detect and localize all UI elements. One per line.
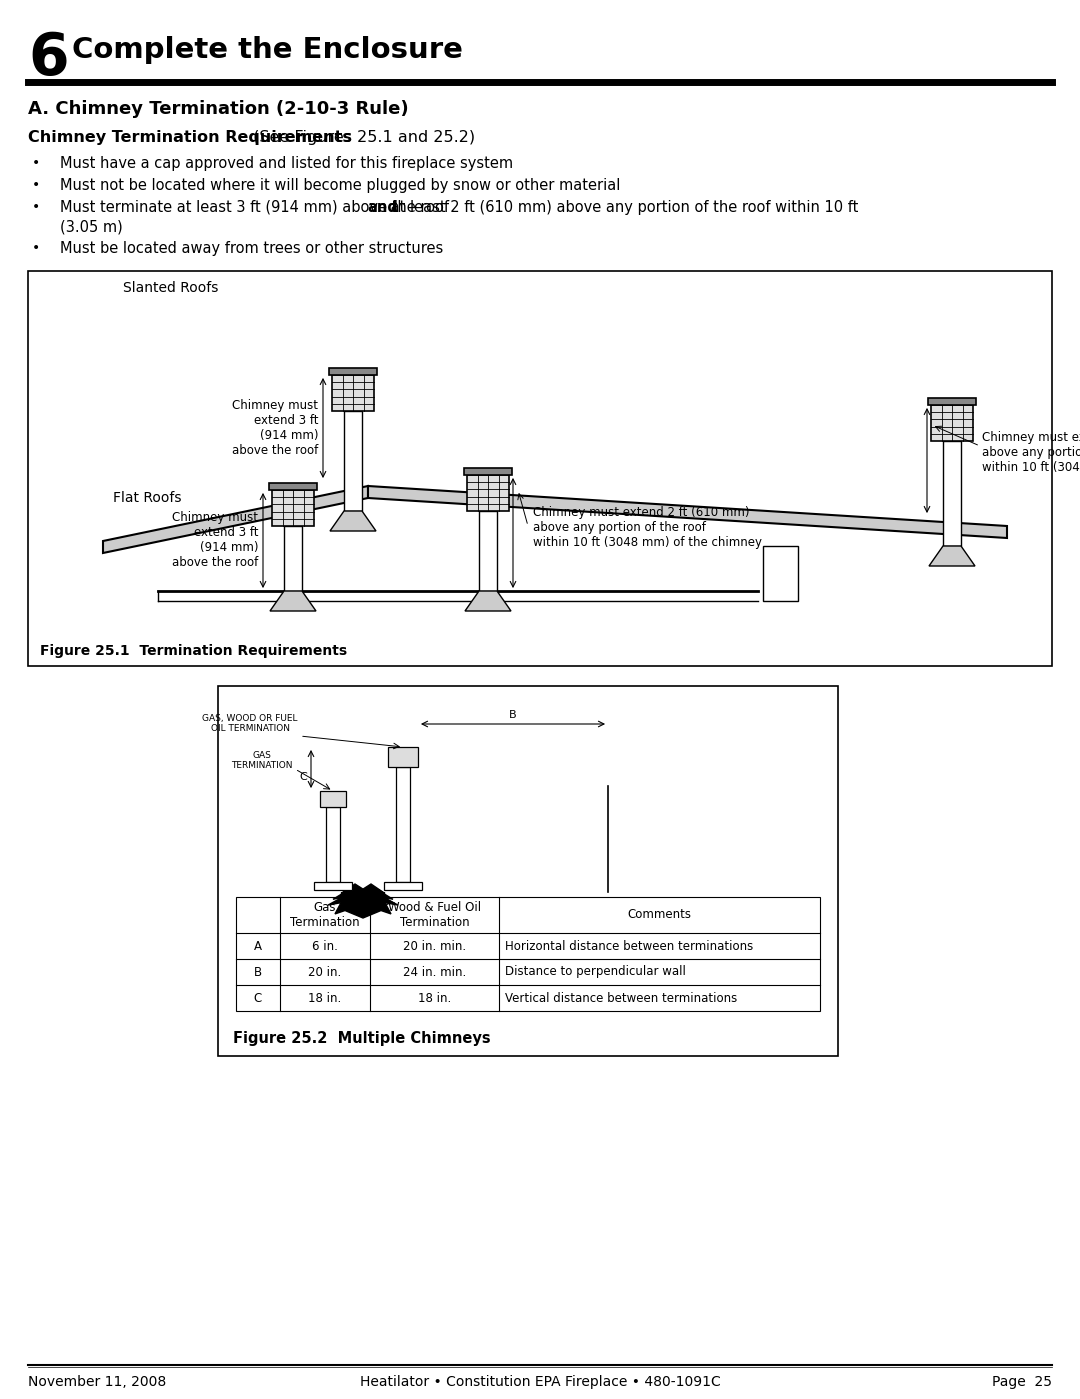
Text: •: • xyxy=(32,157,40,171)
Text: B: B xyxy=(254,965,262,978)
Text: A: A xyxy=(364,905,372,915)
Text: 20 in.: 20 in. xyxy=(309,965,341,978)
Text: Chimney Termination Requirements: Chimney Termination Requirements xyxy=(28,130,352,145)
Polygon shape xyxy=(330,511,376,532)
Text: Must terminate at least 3 ft (914 mm) above the roof: Must terminate at least 3 ft (914 mm) ab… xyxy=(60,200,454,215)
Text: B: B xyxy=(509,711,517,720)
Text: A: A xyxy=(254,940,261,953)
Bar xyxy=(345,411,362,511)
Bar xyxy=(384,881,422,890)
Text: 6: 6 xyxy=(28,29,69,87)
Bar xyxy=(237,897,820,1011)
Polygon shape xyxy=(929,546,975,567)
Text: Wood & Fuel Oil
Termination: Wood & Fuel Oil Termination xyxy=(388,901,481,929)
Text: C: C xyxy=(254,992,262,1004)
Text: A. Chimney Termination (2-10-3 Rule): A. Chimney Termination (2-10-3 Rule) xyxy=(28,99,408,118)
Text: Horizontal distance between terminations: Horizontal distance between terminations xyxy=(504,940,753,953)
Bar xyxy=(314,881,352,890)
Polygon shape xyxy=(465,590,511,611)
Polygon shape xyxy=(103,485,368,553)
Bar xyxy=(396,767,410,881)
Bar xyxy=(388,747,418,767)
Text: Must have a cap approved and listed for this fireplace system: Must have a cap approved and listed for … xyxy=(60,157,513,171)
Text: Chimney must extend 2 ft (610 mm)
above any portion of the roof
within 10 ft (30: Chimney must extend 2 ft (610 mm) above … xyxy=(982,431,1080,474)
Text: Complete the Enclosure: Complete the Enclosure xyxy=(72,36,463,64)
Text: Figure 25.1  Termination Requirements: Figure 25.1 Termination Requirements xyxy=(40,644,347,658)
Bar xyxy=(943,441,961,546)
Text: and: and xyxy=(367,200,399,215)
Text: Gas
Termination: Gas Termination xyxy=(291,901,360,929)
Text: Distance to perpendicular wall: Distance to perpendicular wall xyxy=(504,965,686,978)
Text: •: • xyxy=(32,178,40,192)
Text: 18 in.: 18 in. xyxy=(418,992,451,1004)
Polygon shape xyxy=(328,884,399,918)
Text: at least 2 ft (610 mm) above any portion of the roof within 10 ft: at least 2 ft (610 mm) above any portion… xyxy=(386,200,859,215)
Text: Page  25: Page 25 xyxy=(993,1375,1052,1389)
Text: GAS
TERMINATION: GAS TERMINATION xyxy=(231,751,293,771)
Text: 20 in. min.: 20 in. min. xyxy=(403,940,467,953)
Bar xyxy=(218,686,838,1056)
Text: C: C xyxy=(299,772,307,782)
Bar xyxy=(928,397,976,404)
Text: Chimney must
extend 3 ft
(914 mm)
above the roof: Chimney must extend 3 ft (914 mm) above … xyxy=(232,399,318,457)
Text: •: • xyxy=(32,241,40,255)
Text: Must be located away from trees or other structures: Must be located away from trees or other… xyxy=(60,241,443,256)
Text: November 11, 2008: November 11, 2008 xyxy=(28,1375,166,1389)
Bar xyxy=(332,375,374,411)
Bar xyxy=(464,469,512,476)
Polygon shape xyxy=(270,590,316,611)
Text: 6 in.: 6 in. xyxy=(312,940,338,953)
Bar xyxy=(320,790,346,807)
Bar xyxy=(762,546,798,602)
Bar xyxy=(272,490,314,526)
Text: Chimney must extend 2 ft (610 mm)
above any portion of the roof
within 10 ft (30: Chimney must extend 2 ft (610 mm) above … xyxy=(534,506,762,548)
Text: (See Figures 25.1 and 25.2): (See Figures 25.1 and 25.2) xyxy=(248,130,475,145)
Text: •: • xyxy=(32,200,40,214)
Text: Vertical distance between terminations: Vertical distance between terminations xyxy=(504,992,737,1004)
Polygon shape xyxy=(368,485,1007,539)
Text: Flat Roofs: Flat Roofs xyxy=(113,491,181,505)
Text: 24 in. min.: 24 in. min. xyxy=(403,965,467,978)
Text: Chimney must
extend 3 ft
(914 mm)
above the roof: Chimney must extend 3 ft (914 mm) above … xyxy=(172,512,258,569)
Bar xyxy=(28,271,1052,666)
Text: GAS, WOOD OR FUEL
OIL TERMINATION: GAS, WOOD OR FUEL OIL TERMINATION xyxy=(203,713,298,733)
Text: Heatilator • Constitution EPA Fireplace • 480-1091C: Heatilator • Constitution EPA Fireplace … xyxy=(360,1375,720,1389)
Text: 18 in.: 18 in. xyxy=(309,992,341,1004)
Text: Figure 25.2  Multiple Chimneys: Figure 25.2 Multiple Chimneys xyxy=(233,1031,490,1046)
Bar xyxy=(326,807,340,881)
Bar xyxy=(467,476,509,511)
Bar xyxy=(284,526,302,590)
Text: (3.05 m): (3.05 m) xyxy=(60,220,123,234)
Bar xyxy=(269,483,318,490)
Text: Must not be located where it will become plugged by snow or other material: Must not be located where it will become… xyxy=(60,178,620,193)
Bar xyxy=(931,404,973,441)
Bar xyxy=(480,511,497,590)
Bar xyxy=(329,368,377,375)
Text: Comments: Comments xyxy=(627,908,691,922)
Text: Slanted Roofs: Slanted Roofs xyxy=(123,281,218,295)
